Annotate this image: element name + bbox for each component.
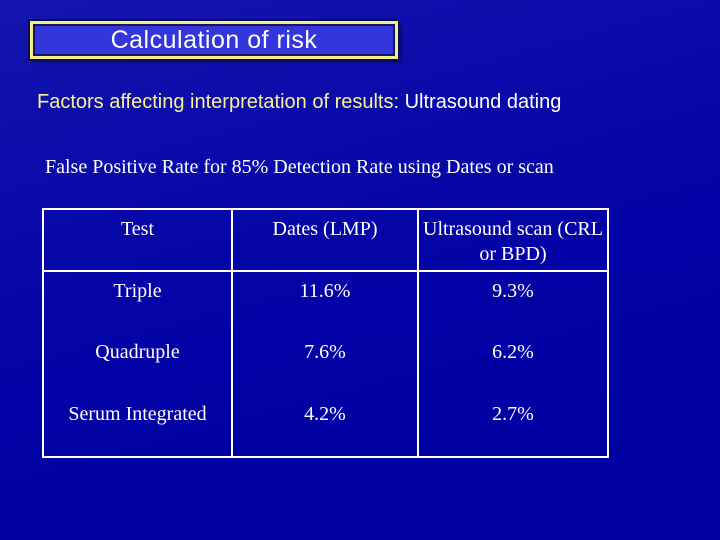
table-row-triple: Triple 11.6% 9.3% (42, 271, 609, 333)
table-caption: False Positive Rate for 85% Detection Ra… (45, 156, 554, 178)
false-positive-rate-table: Test Dates (LMP) Ultrasound scan (CRL or… (42, 208, 609, 458)
cell-dates-value: 7.6% (231, 333, 419, 395)
cell-dates-value: 4.2% (231, 395, 419, 457)
subtitle-highlight: Factors affecting interpretation of resu… (37, 91, 400, 113)
subtitle-rest: Ultrasound dating (399, 91, 562, 113)
cell-dates-value: 11.6% (231, 271, 419, 333)
subtitle: Factors affecting interpretation of resu… (37, 91, 561, 114)
cell-test-name: Triple (42, 271, 233, 333)
cell-scan-value: 9.3% (417, 271, 609, 333)
table-row-quadruple: Quadruple 7.6% 6.2% (42, 333, 609, 395)
column-header-dates-lmp: Dates (LMP) (231, 209, 419, 272)
table-row-serum-integrated: Serum Integrated 4.2% 2.7% (42, 395, 609, 457)
column-header-test: Test (42, 209, 233, 272)
table-header-row: Test Dates (LMP) Ultrasound scan (CRL or… (42, 209, 609, 272)
cell-scan-value: 2.7% (417, 395, 609, 457)
cell-scan-value: 6.2% (417, 333, 609, 395)
title-box: Calculation of risk (28, 19, 400, 61)
cell-test-name: Serum Integrated (42, 395, 233, 457)
column-header-ultrasound-scan: Ultrasound scan (CRL or BPD) (417, 209, 609, 272)
cell-test-name: Quadruple (42, 333, 233, 395)
slide-title: Calculation of risk (110, 25, 318, 54)
